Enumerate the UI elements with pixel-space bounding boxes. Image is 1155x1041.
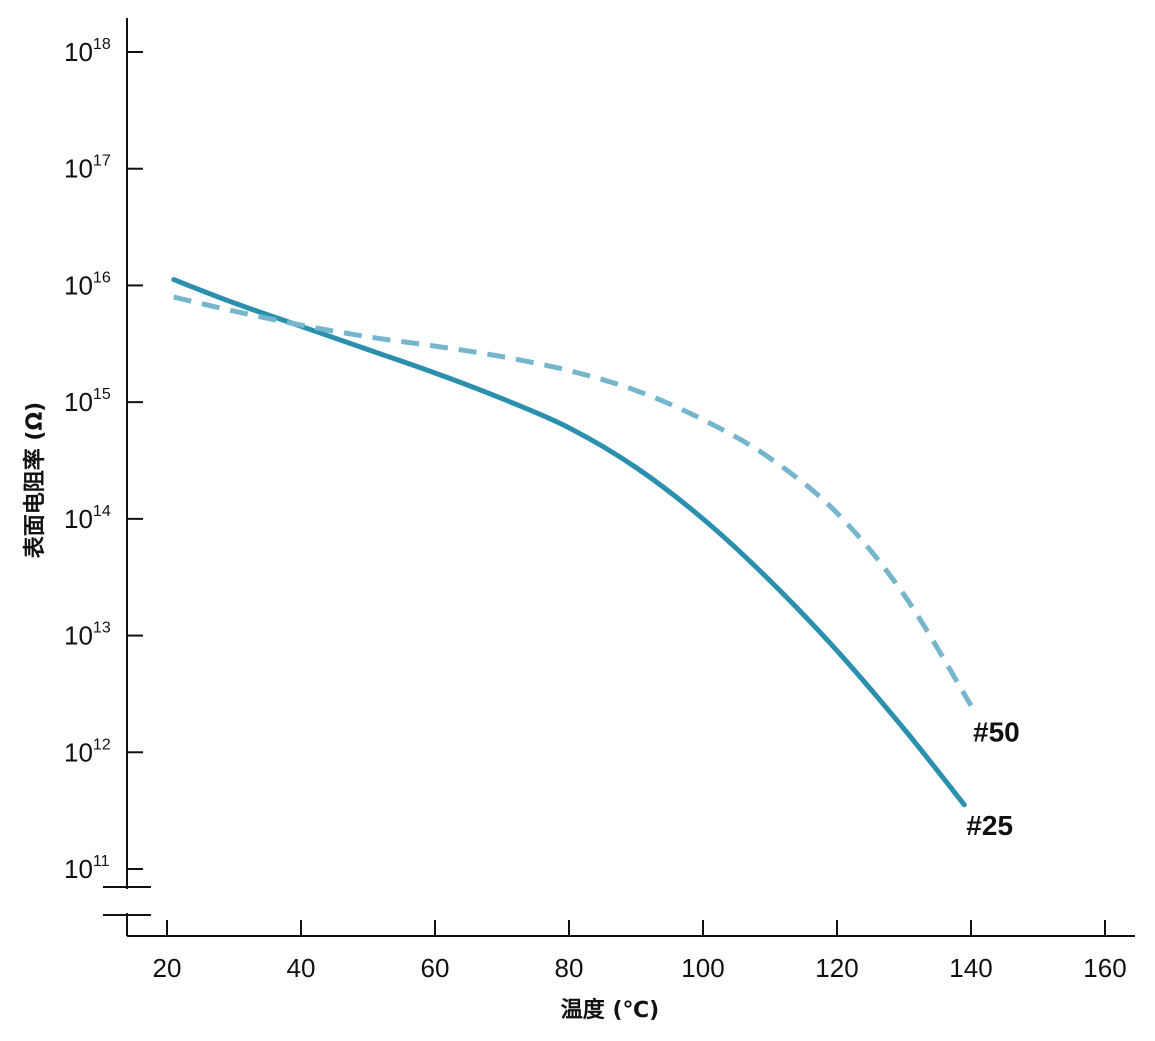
x-axis-title: 温度 (℃) — [561, 997, 659, 1023]
x-tick-label: 120 — [815, 953, 858, 983]
x-tick-label: 20 — [153, 953, 182, 983]
y-tick-label: 1016 — [64, 269, 111, 300]
x-tick-label: 160 — [1083, 953, 1126, 983]
y-tick-label: 1017 — [64, 153, 111, 184]
y-tick-label: 1014 — [64, 503, 111, 534]
axis-break-gap — [125, 889, 130, 913]
y-tick-label: 1011 — [64, 853, 110, 884]
x-tick-label: 140 — [949, 953, 992, 983]
y-tick-label: 1015 — [64, 386, 111, 417]
series-line-50 — [173, 294, 974, 707]
y-tick-label: 1013 — [64, 620, 111, 651]
x-axis: 20 40 60 80 100 120 140 160 — [127, 920, 1135, 983]
y-tick-label: 1018 — [64, 36, 111, 67]
series-label-50: #50 — [973, 717, 1020, 748]
x-tick-label: 40 — [287, 953, 316, 983]
y-axis-title: 表面电阻率 (Ω) — [22, 402, 48, 558]
series-line-25 — [171, 277, 967, 808]
y-axis: 1018 1017 1016 1015 1014 1013 1012 1011 — [64, 18, 151, 936]
y-tick-label: 1012 — [64, 736, 111, 767]
plot-series: #25 #50 — [171, 277, 1020, 841]
x-tick-label: 60 — [421, 953, 450, 983]
x-tick-label: 80 — [555, 953, 584, 983]
series-label-25: #25 — [966, 810, 1013, 841]
x-tick-label: 100 — [681, 953, 724, 983]
